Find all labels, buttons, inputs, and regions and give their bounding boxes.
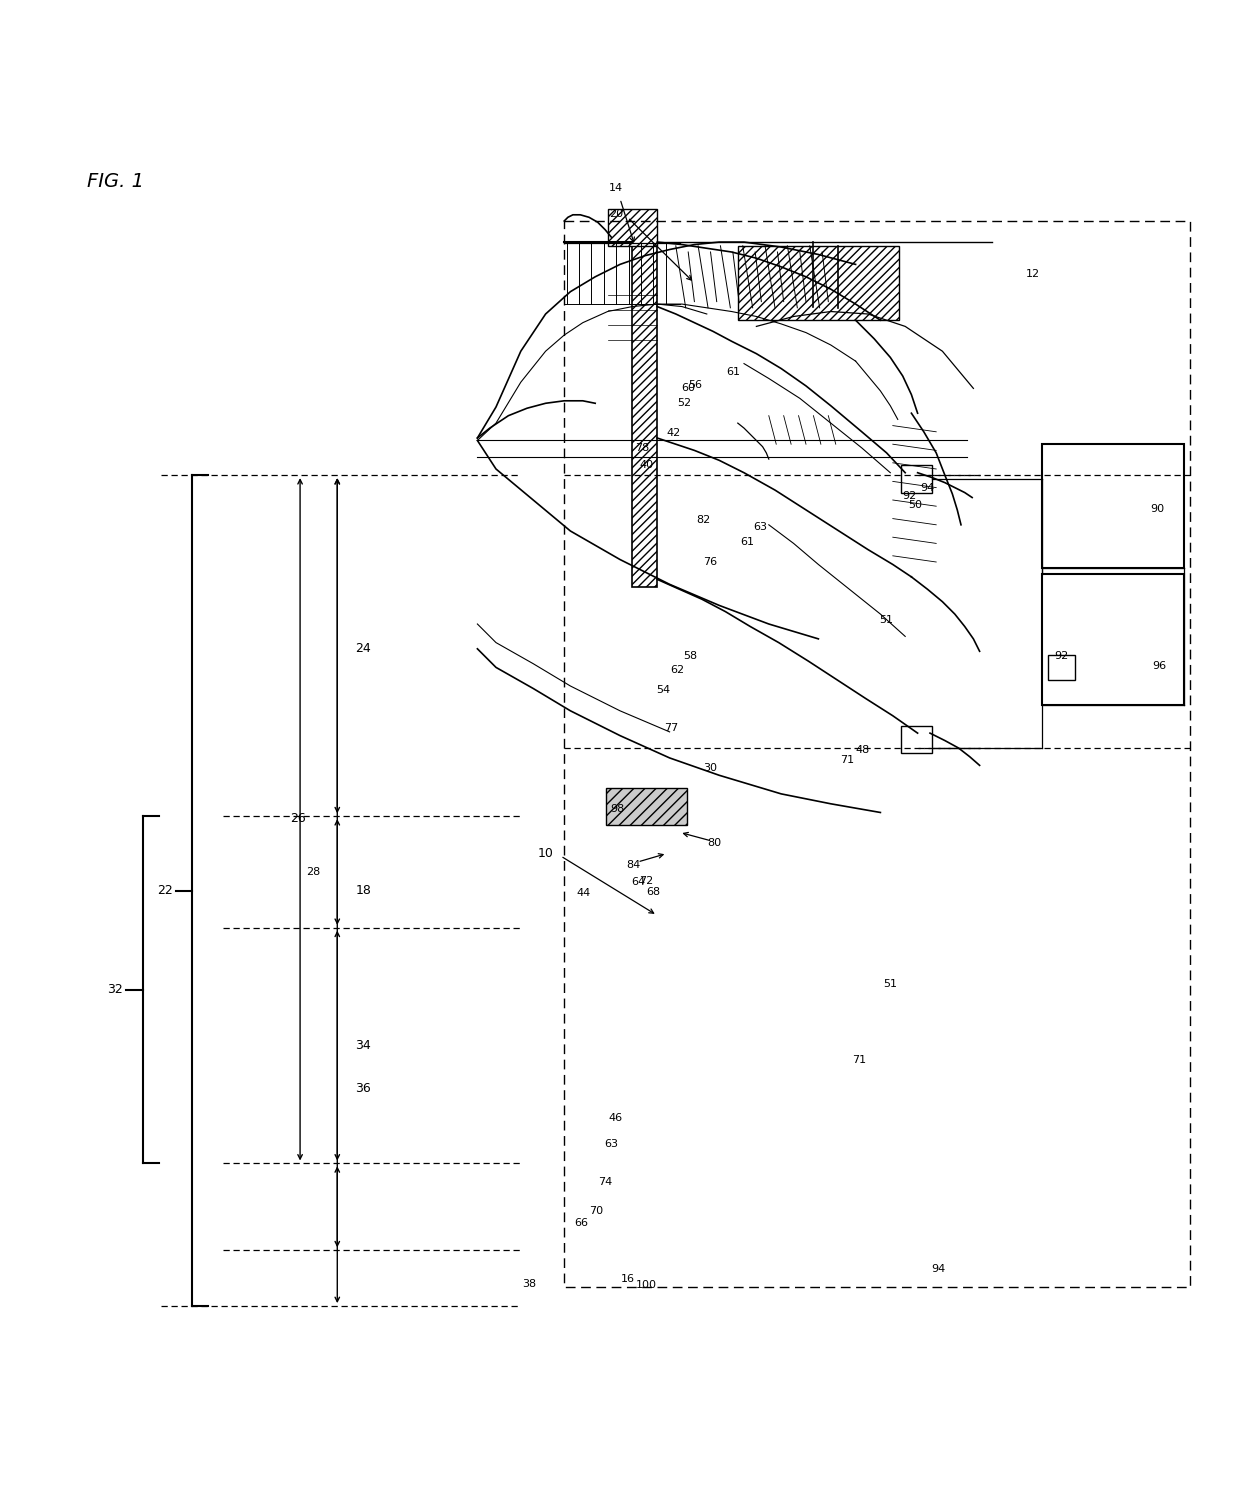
Text: 28: 28 [306, 868, 321, 877]
Text: 76: 76 [703, 557, 718, 567]
Text: 56: 56 [688, 380, 703, 389]
Text: 50: 50 [908, 500, 923, 510]
Text: FIG. 1: FIG. 1 [87, 172, 144, 191]
Text: 58: 58 [683, 651, 698, 661]
Text: 61: 61 [725, 368, 740, 377]
Text: 52: 52 [677, 398, 692, 408]
Text: 64: 64 [631, 877, 646, 887]
Text: 60: 60 [681, 383, 696, 393]
Bar [608, 208, 657, 245]
Bar [606, 788, 687, 824]
Text: 66: 66 [574, 1218, 589, 1228]
Text: 100: 100 [636, 1281, 656, 1290]
Bar [901, 465, 932, 492]
Bar [901, 726, 932, 752]
Text: 42: 42 [666, 428, 681, 438]
Text: 72: 72 [639, 875, 653, 886]
Text: 61: 61 [740, 537, 755, 548]
Text: 32: 32 [108, 983, 123, 996]
Text: 84: 84 [626, 860, 641, 869]
Text: 68: 68 [646, 887, 661, 896]
Text: 62: 62 [670, 664, 684, 675]
Text: 16: 16 [620, 1273, 635, 1284]
Text: 78: 78 [635, 443, 650, 453]
Text: 63: 63 [753, 522, 768, 533]
Text: 92: 92 [901, 491, 916, 501]
Text: 54: 54 [656, 685, 671, 694]
Text: 30: 30 [703, 763, 718, 773]
Text: 46: 46 [608, 1113, 622, 1122]
Text: 48: 48 [856, 745, 870, 755]
Text: 26: 26 [290, 812, 305, 826]
Text: 82: 82 [696, 515, 711, 525]
Text: 94: 94 [920, 483, 935, 492]
Text: 22: 22 [157, 884, 172, 898]
Text: 38: 38 [522, 1279, 537, 1288]
Text: 92: 92 [1054, 651, 1069, 661]
Text: 94: 94 [931, 1264, 946, 1273]
Text: 71: 71 [852, 1056, 867, 1065]
Text: 96: 96 [1152, 661, 1167, 672]
Text: 44: 44 [577, 889, 591, 898]
Text: 90: 90 [1149, 504, 1164, 513]
Bar [1042, 444, 1184, 568]
Text: 10: 10 [538, 847, 553, 860]
Text: 51: 51 [883, 978, 898, 989]
Text: 63: 63 [604, 1138, 619, 1149]
Text: 98: 98 [610, 803, 625, 814]
Text: 40: 40 [639, 461, 653, 470]
Text: 20: 20 [609, 208, 624, 218]
Bar [1048, 655, 1075, 679]
Text: 70: 70 [589, 1206, 604, 1216]
Bar [632, 242, 657, 586]
Bar [1042, 574, 1184, 705]
Text: 14: 14 [609, 183, 624, 193]
Text: 80: 80 [707, 838, 722, 848]
Text: 12: 12 [1025, 269, 1040, 280]
Text: 74: 74 [598, 1177, 613, 1186]
Bar [738, 245, 899, 320]
Text: 18: 18 [356, 884, 371, 898]
Text: 36: 36 [356, 1083, 371, 1095]
Text: 34: 34 [356, 1040, 371, 1052]
Text: 51: 51 [879, 615, 894, 625]
Text: 71: 71 [839, 755, 854, 766]
Text: 24: 24 [356, 642, 371, 655]
Text: 77: 77 [663, 723, 678, 733]
